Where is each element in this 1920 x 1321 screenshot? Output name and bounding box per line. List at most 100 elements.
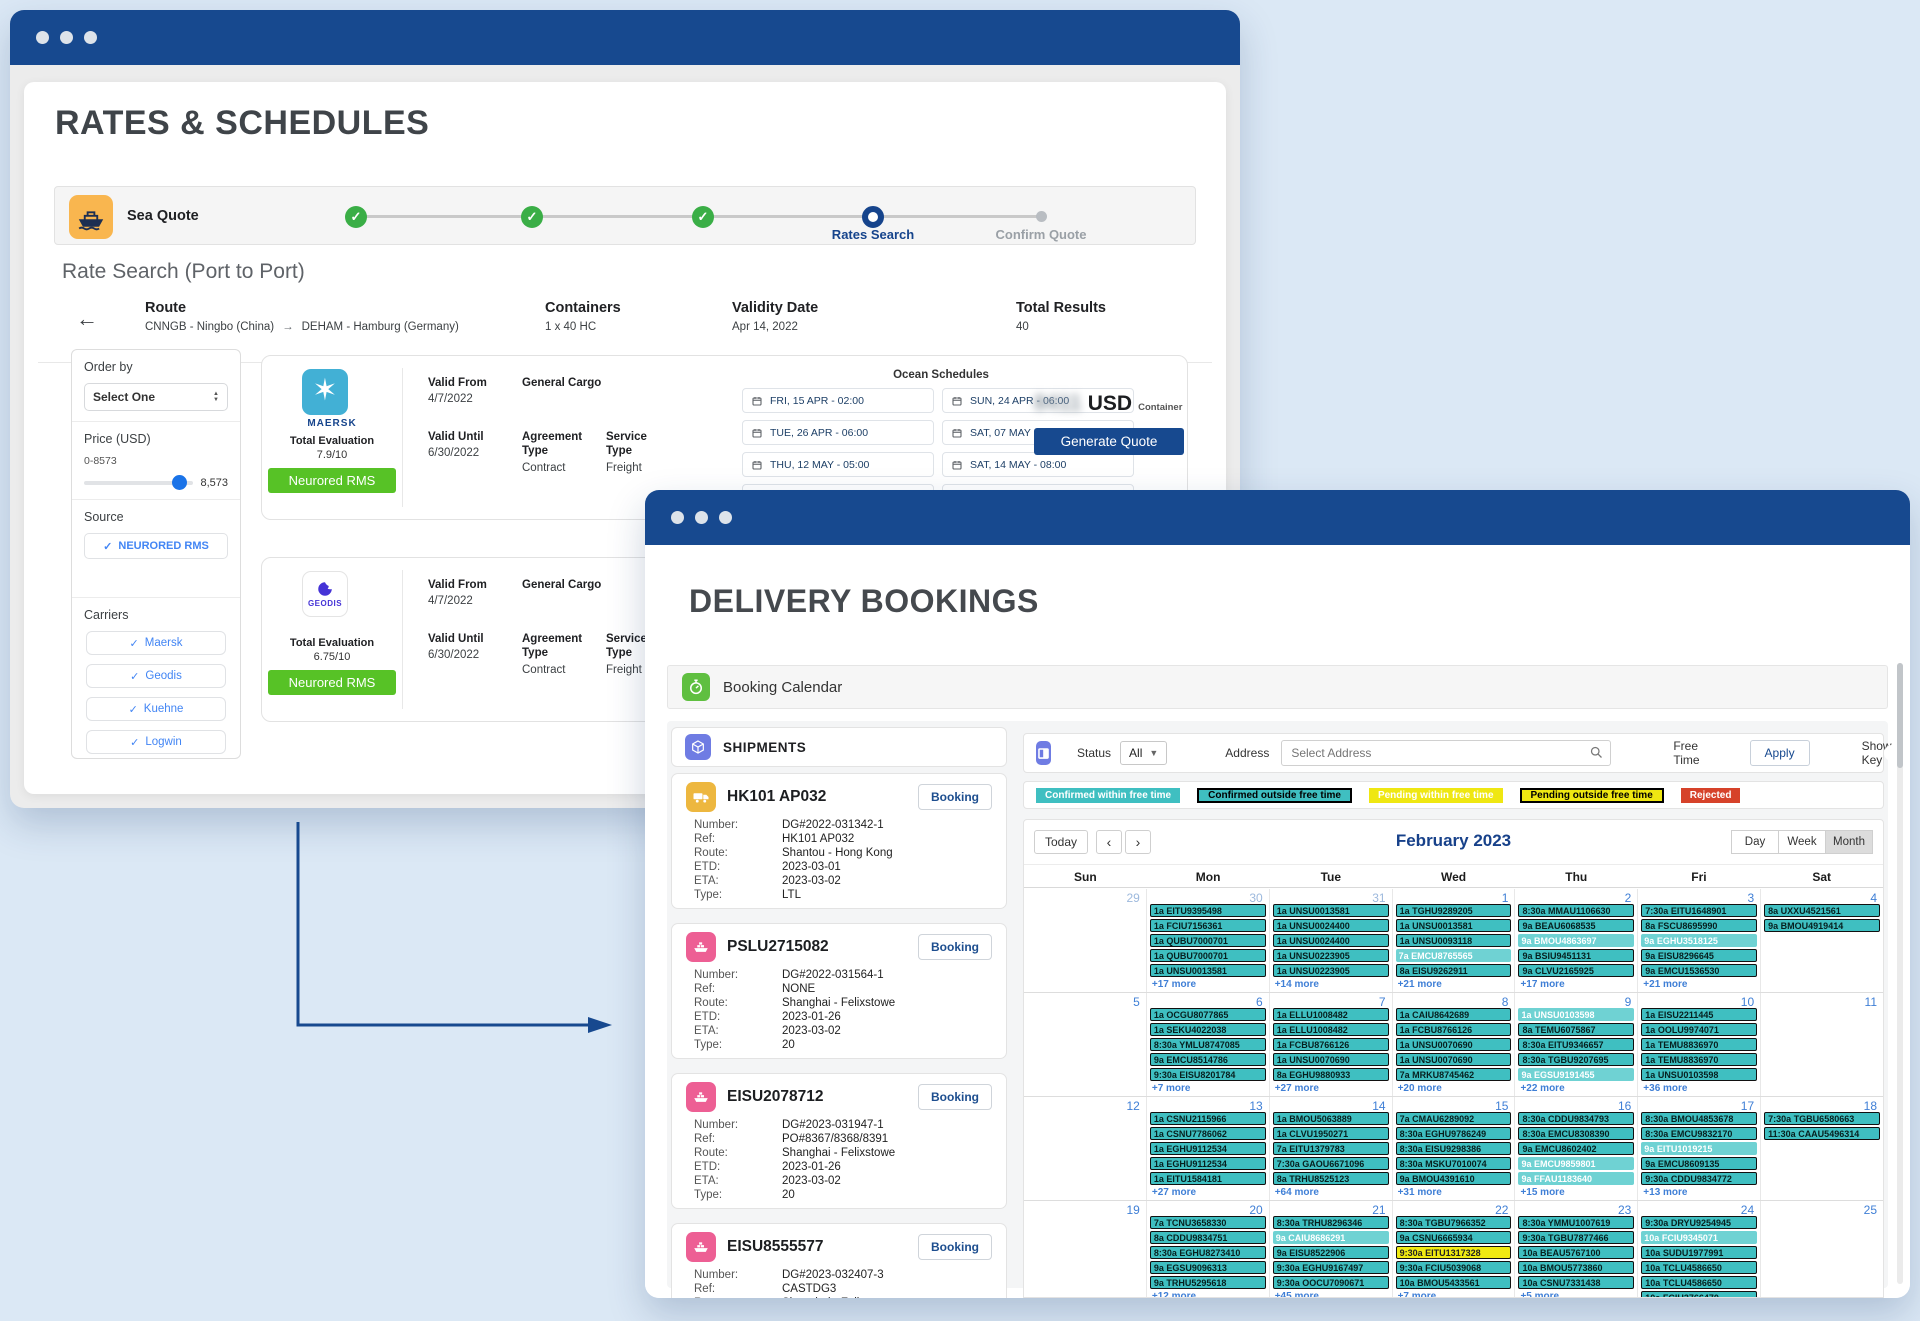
calendar-event[interactable]: 9a EISU8296645 xyxy=(1641,949,1758,962)
calendar-event[interactable]: 10a BEAU5767100 xyxy=(1518,1246,1635,1259)
more-link[interactable]: +21 more xyxy=(1643,979,1688,990)
booking-button[interactable]: Booking xyxy=(918,934,992,960)
ocean-schedule-option[interactable]: TUE, 26 APR - 06:00 xyxy=(742,420,934,445)
calendar-event[interactable]: 1a OCGU8077865 xyxy=(1149,1008,1266,1021)
calendar-event[interactable]: 8:30a YMMU1007619 xyxy=(1518,1216,1635,1229)
calendar-event[interactable]: 8:30a EGHU9786249 xyxy=(1395,1127,1512,1140)
window-dot[interactable] xyxy=(84,31,97,44)
calendar-event[interactable]: 8:30a MMAU1106630 xyxy=(1518,904,1635,917)
calendar-event[interactable]: 10a BMOU5773860 xyxy=(1518,1261,1635,1274)
calendar-event[interactable]: 8:30a TGBU9207695 xyxy=(1518,1053,1635,1066)
calendar-event[interactable]: 9a EMCU8609135 xyxy=(1641,1157,1758,1170)
calendar-event[interactable]: 1a CSNU2115966 xyxy=(1149,1112,1266,1125)
calendar-event[interactable]: 9a BMOU4919414 xyxy=(1764,919,1881,932)
calendar-event[interactable]: 1a OOLU9974071 xyxy=(1641,1023,1758,1036)
window-dot[interactable] xyxy=(695,511,708,524)
calendar-event[interactable]: 8:30a EITU9346657 xyxy=(1518,1038,1635,1051)
calendar-event[interactable]: 1a TEMU8836970 xyxy=(1641,1038,1758,1051)
calendar-event[interactable]: 1a QUBU7000701 xyxy=(1149,934,1266,947)
calendar-event[interactable]: 8a TEMU6075867 xyxy=(1518,1023,1635,1036)
calendar-event[interactable]: 9a EMCU9859801 xyxy=(1518,1157,1635,1170)
view-week-button[interactable]: Week xyxy=(1778,830,1826,854)
calendar-event[interactable]: 9a CLVU2165925 xyxy=(1518,964,1635,977)
address-input[interactable] xyxy=(1281,740,1612,766)
calendar-event[interactable]: 1a SEKU4022038 xyxy=(1149,1023,1266,1036)
more-link[interactable]: +13 more xyxy=(1643,1187,1688,1198)
calendar-event[interactable]: 8:30a EMCU8308390 xyxy=(1518,1127,1635,1140)
carrier-filter-logwin[interactable]: ✓ Logwin xyxy=(86,730,226,754)
calendar-event[interactable]: 11:30a CAAU5496314 xyxy=(1764,1127,1881,1140)
calendar-event[interactable]: 8a FSCU8695990 xyxy=(1641,919,1758,932)
calendar-event[interactable]: 1a UNSU0223905 xyxy=(1272,949,1389,962)
more-link[interactable]: +17 more xyxy=(1151,979,1197,990)
calendar-event[interactable]: 1a UNSU0103598 xyxy=(1518,1008,1635,1021)
calendar-event[interactable]: 8a EGHU9880933 xyxy=(1272,1068,1389,1081)
more-link[interactable]: +14 more xyxy=(1274,979,1319,990)
carrier-filter-maersk[interactable]: ✓ Maersk xyxy=(86,631,226,655)
calendar-event[interactable]: 7a EITU1379783 xyxy=(1272,1142,1389,1155)
booking-button[interactable]: Booking xyxy=(918,1084,992,1110)
calendar-event[interactable]: 1a ELLU1008482 xyxy=(1272,1023,1389,1036)
calendar-event[interactable]: 9a EMCU1536530 xyxy=(1641,964,1758,977)
calendar-event[interactable]: 10a FCIU3766470 xyxy=(1641,1291,1758,1297)
calendar-event[interactable]: 1a EITU1584181 xyxy=(1149,1172,1266,1185)
calendar-event[interactable]: 1a EITU9395498 xyxy=(1149,904,1266,917)
step-label-rates-search[interactable]: Rates Search xyxy=(831,227,915,242)
calendar-event[interactable]: 9a CAIU8686291 xyxy=(1272,1231,1389,1244)
scrollbar[interactable] xyxy=(1897,663,1903,1284)
calendar-event[interactable]: 7:30a EITU1648901 xyxy=(1641,904,1758,917)
calendar-event[interactable]: 1a FCBU8766126 xyxy=(1272,1038,1389,1051)
calendar-event[interactable]: 9a BSIU9451131 xyxy=(1518,949,1635,962)
more-link[interactable]: +20 more xyxy=(1397,1083,1442,1094)
calendar-event[interactable]: 8:30a TGBU7966352 xyxy=(1395,1216,1512,1229)
calendar-event[interactable]: 1a EISU2211445 xyxy=(1641,1008,1758,1021)
calendar-event[interactable]: 1a UNSU0070690 xyxy=(1395,1038,1512,1051)
source-filter-neurored-rms[interactable]: ✓ NEURORED RMS xyxy=(84,533,228,559)
calendar-event[interactable]: 8:30a EMCU9832170 xyxy=(1641,1127,1758,1140)
window-dot[interactable] xyxy=(60,31,73,44)
calendar-event[interactable]: 10a TCLU4586650 xyxy=(1641,1261,1758,1274)
calendar-event[interactable]: 9a EITU1019215 xyxy=(1641,1142,1758,1155)
calendar-event[interactable]: 8:30a MSKU7010074 xyxy=(1395,1157,1512,1170)
calendar-event[interactable]: 9:30a EGHU9167497 xyxy=(1272,1261,1389,1274)
more-link[interactable]: +5 more xyxy=(1520,1291,1560,1297)
calendar-event[interactable]: 7a CMAU6289092 xyxy=(1395,1112,1512,1125)
more-link[interactable]: +7 more xyxy=(1151,1083,1191,1094)
ocean-schedule-option[interactable]: SAT, 14 MAY - 08:00 xyxy=(942,452,1134,477)
calendar-event[interactable]: 9a EMCU8514786 xyxy=(1149,1053,1266,1066)
calendar-event[interactable]: 1a UNSU0024400 xyxy=(1272,934,1389,947)
window-dot[interactable] xyxy=(719,511,732,524)
calendar-event[interactable]: 8:30a TRHU8296346 xyxy=(1272,1216,1389,1229)
calendar-event[interactable]: 1a UNSU0223905 xyxy=(1272,964,1389,977)
calendar-event[interactable]: 9a BEAU6068535 xyxy=(1518,919,1635,932)
view-day-button[interactable]: Day xyxy=(1731,830,1779,854)
order-by-select[interactable]: Select One ▲ ▼ xyxy=(84,383,228,411)
calendar-event[interactable]: 10a CSNU7331438 xyxy=(1518,1276,1635,1289)
calendar-event[interactable]: 1a UNSU0103598 xyxy=(1641,1068,1758,1081)
calendar-event[interactable]: 7:30a TGBU6580663 xyxy=(1764,1112,1881,1125)
calendar-event[interactable]: 1a CSNU7786062 xyxy=(1149,1127,1266,1140)
more-link[interactable]: +17 more xyxy=(1520,979,1565,990)
apply-button[interactable]: Apply xyxy=(1749,740,1810,766)
calendar-event[interactable]: 7a TCNU3658330 xyxy=(1149,1216,1266,1229)
calendar-event[interactable]: 10a FCIU9345071 xyxy=(1641,1231,1758,1244)
calendar-event[interactable]: 1a UNSU0013581 xyxy=(1395,919,1512,932)
calendar-event[interactable]: 7:30a GAOU6671096 xyxy=(1272,1157,1389,1170)
calendar-event[interactable]: 9a EGSU9096313 xyxy=(1149,1261,1266,1274)
slider-knob[interactable] xyxy=(172,475,188,490)
calendar-event[interactable]: 1a ELLU1008482 xyxy=(1272,1008,1389,1021)
calendar-event[interactable]: 8:30a EGHU8273410 xyxy=(1149,1246,1266,1259)
calendar-event[interactable]: 8a TRHU8525123 xyxy=(1272,1172,1389,1185)
calendar-event[interactable]: 8a CDDU9834751 xyxy=(1149,1231,1266,1244)
window-dot[interactable] xyxy=(671,511,684,524)
calendar-event[interactable]: 9:30a TGBU7877466 xyxy=(1518,1231,1635,1244)
calendar-event[interactable]: 7a EMCU8765565 xyxy=(1395,949,1512,962)
ocean-schedule-option[interactable]: THU, 12 MAY - 05:00 xyxy=(742,452,934,477)
more-link[interactable]: +21 more xyxy=(1397,979,1442,990)
calendar-event[interactable]: 10a TCLU4586650 xyxy=(1641,1276,1758,1289)
calendar-event[interactable]: 9:30a OOCU7090671 xyxy=(1272,1276,1389,1289)
view-month-button[interactable]: Month xyxy=(1825,830,1873,854)
window-dot[interactable] xyxy=(36,31,49,44)
calendar-event[interactable]: 1a CLVU1950271 xyxy=(1272,1127,1389,1140)
search-icon[interactable] xyxy=(1589,745,1604,765)
